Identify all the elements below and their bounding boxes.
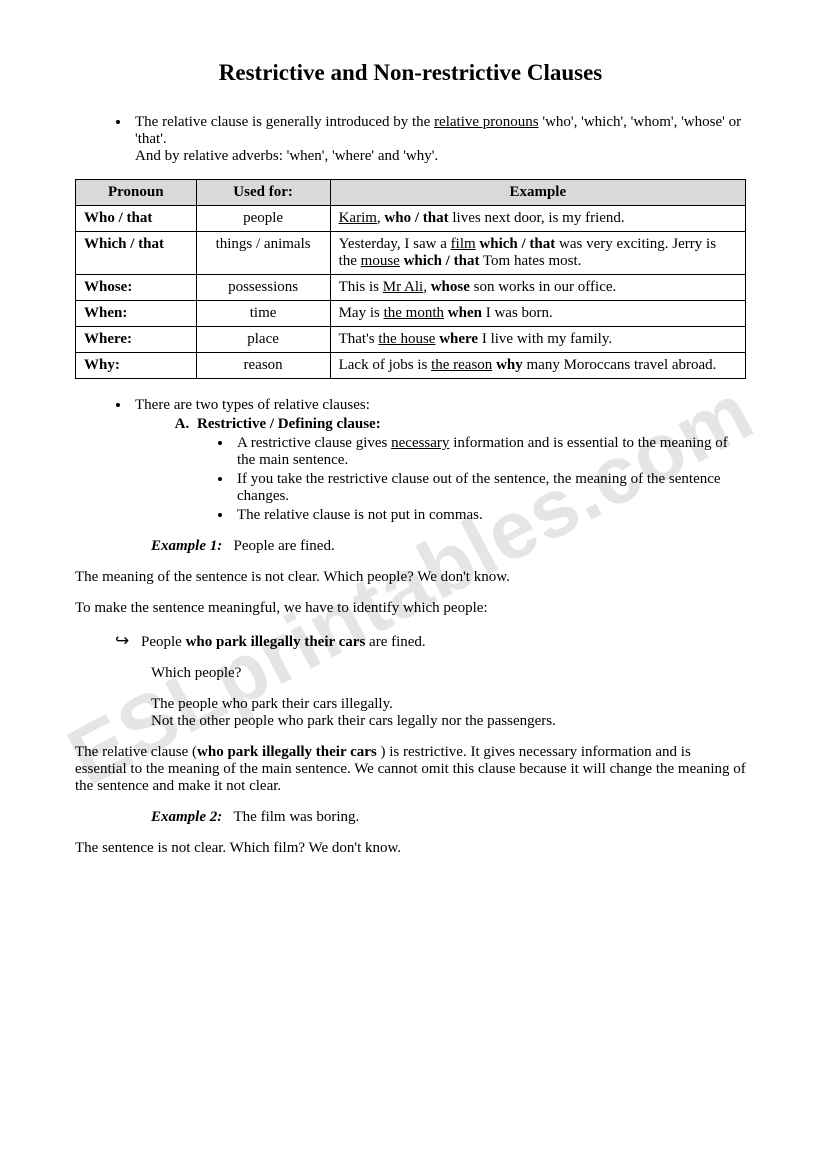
cell-pronoun: Why: <box>76 353 197 379</box>
example-fragment: who / that <box>384 210 448 226</box>
example1-line: Example 1: People are fined. <box>75 538 746 555</box>
example-fragment: when <box>448 305 482 321</box>
page-title: Restrictive and Non-restrictive Clauses <box>75 60 746 86</box>
example-fragment: whose <box>431 279 470 295</box>
cell-pronoun: Whose: <box>76 275 197 301</box>
table-header-row: Pronoun Used for: Example <box>76 180 746 206</box>
example-fragment: where <box>439 331 478 347</box>
example1-label: Example 1: <box>151 538 222 555</box>
intro-list: The relative clause is generally introdu… <box>75 114 746 165</box>
example-fragment: I live with my family. <box>478 331 612 347</box>
example-fragment: , <box>423 279 431 295</box>
th-pronoun: Pronoun <box>76 180 197 206</box>
ex1-concl-b: who park illegally their cars <box>197 744 380 760</box>
pronoun-table: Pronoun Used for: Example Who / thatpeop… <box>75 179 746 379</box>
cell-usedfor: place <box>196 327 330 353</box>
example-fragment: mouse <box>361 253 400 269</box>
example-fragment: why <box>496 357 523 373</box>
ex1-concl-a: The relative clause ( <box>75 744 197 760</box>
ex1-arrow-bold: who park illegally their cars <box>186 634 366 650</box>
example-fragment: May is <box>339 305 384 321</box>
example-fragment: Karim <box>339 210 377 226</box>
example2-text: The film was boring. <box>234 809 360 825</box>
example-fragment: That's <box>339 331 379 347</box>
example-fragment: Lack of jobs is <box>339 357 431 373</box>
example-fragment: which / that <box>404 253 480 269</box>
point-text: If you take the restrictive clause out o… <box>237 471 721 504</box>
ex1-arrow-post: are fined. <box>365 634 425 650</box>
cell-usedfor: things / animals <box>196 232 330 275</box>
cell-pronoun: Where: <box>76 327 197 353</box>
ex1-q: Which people? <box>151 665 746 682</box>
intro-item: The relative clause is generally introdu… <box>131 114 746 165</box>
arrow-icon: ↪ <box>115 631 129 651</box>
ex1-p2: To make the sentence meaningful, we have… <box>75 600 746 617</box>
cell-example: Lack of jobs is the reason why many Moro… <box>330 353 745 379</box>
example2-label: Example 2: <box>151 809 222 826</box>
example-fragment: the reason <box>431 357 492 373</box>
example-fragment: Tom hates most. <box>479 253 581 269</box>
page: Restrictive and Non-restrictive Clauses … <box>0 0 821 911</box>
types-list: There are two types of relative clauses:… <box>75 397 746 524</box>
point-underline: necessary <box>391 435 449 451</box>
table-row: When:timeMay is the month when I was bor… <box>76 301 746 327</box>
cell-pronoun: Who / that <box>76 206 197 232</box>
th-usedfor: Used for: <box>196 180 330 206</box>
th-example: Example <box>330 180 745 206</box>
cell-usedfor: people <box>196 206 330 232</box>
ex1-arrow-line: ↪ People who park illegally their cars a… <box>115 631 746 651</box>
ex1-p1: The meaning of the sentence is not clear… <box>75 569 746 586</box>
ex1-a2: Not the other people who park their cars… <box>151 713 746 730</box>
example-fragment: Yesterday, I saw a <box>339 236 451 252</box>
example-fragment: the house <box>378 331 435 347</box>
types-intro: There are two types of relative clauses:… <box>131 397 746 524</box>
type-a-point: If you take the restrictive clause out o… <box>233 471 746 505</box>
ex2-p1: The sentence is not clear. Which film? W… <box>75 840 746 857</box>
types-ol: Restrictive / Defining clause: A restric… <box>135 416 746 524</box>
example-fragment: film <box>451 236 476 252</box>
cell-example: That's the house where I live with my fa… <box>330 327 745 353</box>
type-a-title: Restrictive / Defining clause: <box>197 416 381 432</box>
ex1-arrow-pre: People <box>141 634 186 650</box>
example-fragment: son works in our office. <box>470 279 616 295</box>
type-a-point: A restrictive clause gives necessary inf… <box>233 435 746 469</box>
example-fragment: This is <box>339 279 383 295</box>
cell-pronoun: When: <box>76 301 197 327</box>
ex1-a1: The people who park their cars illegally… <box>151 696 746 713</box>
cell-example: Karim, who / that lives next door, is my… <box>330 206 745 232</box>
ex1-conclusion: The relative clause (who park illegally … <box>75 744 746 795</box>
cell-example: May is the month when I was born. <box>330 301 745 327</box>
intro-text-a: The relative clause is generally introdu… <box>135 114 434 130</box>
example-fragment: Mr Ali <box>383 279 423 295</box>
point-text: A restrictive clause gives <box>237 435 391 451</box>
type-a-point: The relative clause is not put in commas… <box>233 507 746 524</box>
intro-underline: relative pronouns <box>434 114 539 130</box>
example1-text: People are fined. <box>234 538 335 554</box>
cell-usedfor: possessions <box>196 275 330 301</box>
example-fragment: which / that <box>479 236 555 252</box>
table-row: Where:placeThat's the house where I live… <box>76 327 746 353</box>
example2-line: Example 2: The film was boring. <box>75 809 746 826</box>
example-fragment: I was born. <box>482 305 553 321</box>
table-row: Which / thatthings / animalsYesterday, I… <box>76 232 746 275</box>
cell-pronoun: Which / that <box>76 232 197 275</box>
table-row: Why:reasonLack of jobs is the reason why… <box>76 353 746 379</box>
cell-example: Yesterday, I saw a film which / that was… <box>330 232 745 275</box>
type-a: Restrictive / Defining clause: A restric… <box>193 416 746 524</box>
example-fragment: many Moroccans travel abroad. <box>523 357 717 373</box>
intro-line2: And by relative adverbs: 'when', 'where'… <box>135 148 438 164</box>
example-fragment: lives next door, is my friend. <box>449 210 625 226</box>
table-row: Who / thatpeopleKarim, who / that lives … <box>76 206 746 232</box>
cell-usedfor: reason <box>196 353 330 379</box>
table-row: Whose:possessionsThis is Mr Ali, whose s… <box>76 275 746 301</box>
type-a-points: A restrictive clause gives necessary inf… <box>197 435 746 524</box>
cell-example: This is Mr Ali, whose son works in our o… <box>330 275 745 301</box>
point-text: The relative clause is not put in commas… <box>237 507 483 523</box>
example-fragment: the month <box>384 305 444 321</box>
types-intro-text: There are two types of relative clauses: <box>135 397 370 413</box>
cell-usedfor: time <box>196 301 330 327</box>
